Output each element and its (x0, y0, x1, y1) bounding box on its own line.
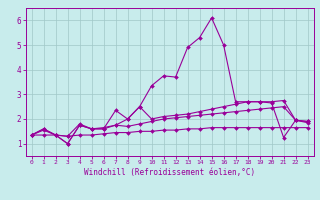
X-axis label: Windchill (Refroidissement éolien,°C): Windchill (Refroidissement éolien,°C) (84, 168, 255, 177)
